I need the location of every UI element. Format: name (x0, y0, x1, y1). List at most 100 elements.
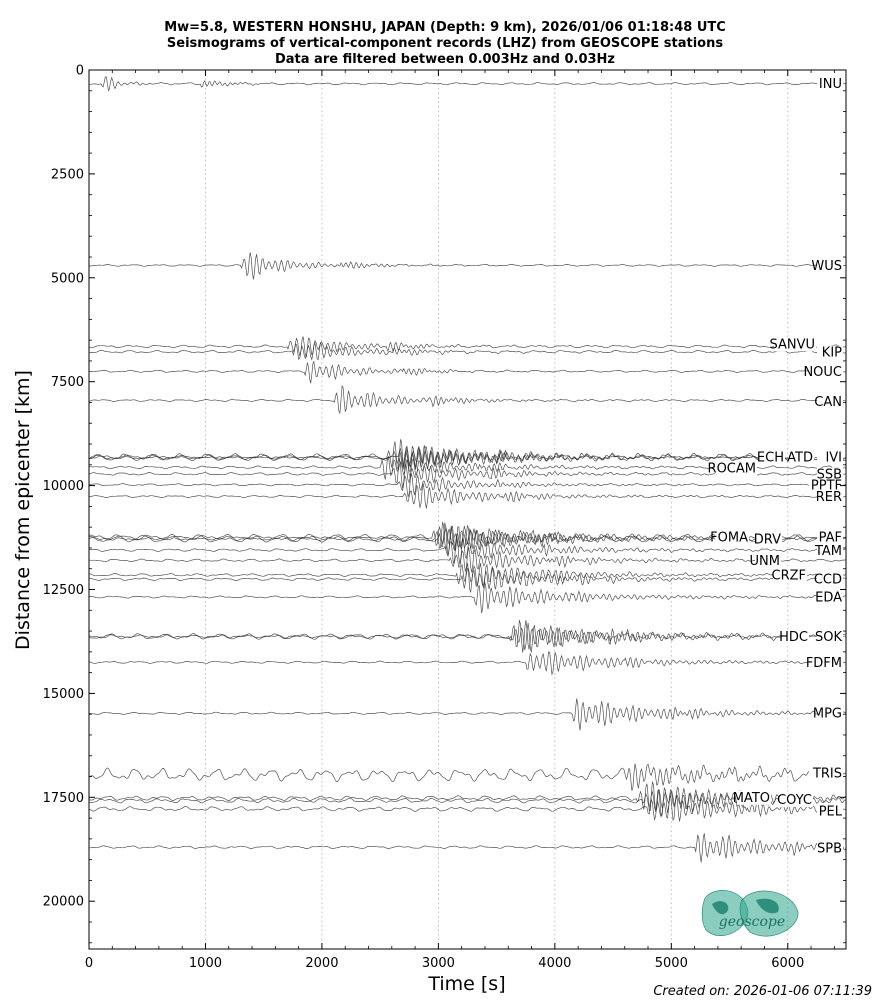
station-label-bg (715, 530, 749, 545)
station-label-bg (817, 804, 843, 819)
trace-unm (88, 546, 847, 573)
station-label-bg (817, 629, 843, 644)
station-label-eda: EDA (815, 590, 842, 605)
station-label-mpg: MPG (813, 706, 842, 721)
y-tick-labels: 0 2500 5000 7500 10000 12500 15000 17500 20000 (43, 64, 84, 910)
trace-sok (88, 623, 847, 653)
x-tick-label: 5000 (655, 956, 688, 971)
trace-crzf (88, 563, 847, 589)
station-label-paf: PAF (819, 531, 842, 546)
trace-mpg (88, 698, 847, 731)
station-label-bg (788, 450, 814, 465)
trace-coyc (88, 787, 847, 818)
trace-pptf (88, 473, 847, 498)
station-label-bg (809, 364, 843, 379)
station-label-bg (715, 461, 757, 476)
trace-kip (88, 342, 847, 361)
x-tick-labels: 0 1000 2000 3000 4000 5000 6000 (85, 956, 804, 971)
title-line-3: Data are filtered between 0.003Hz and 0.… (275, 52, 615, 67)
geoscope-logo-continents (712, 898, 779, 915)
station-label-bg (774, 337, 816, 352)
trace-rer (88, 483, 847, 509)
trace-tris (88, 763, 847, 791)
x-tick-label: 6000 (771, 956, 804, 971)
station-label-spb: SPB (817, 842, 842, 857)
trace-pel (88, 794, 847, 822)
y-axis-label: Distance from epicenter [km] (12, 370, 34, 650)
station-label-rocam: ROCAM (708, 462, 756, 477)
station-label-bg (773, 568, 807, 583)
x-tick-label: 2000 (305, 956, 338, 971)
y-tick-label: 12500 (43, 583, 84, 598)
trace-ccd (88, 562, 847, 593)
x-grid (205, 70, 789, 949)
station-label-atd: ATD (787, 450, 813, 465)
station-label-bg (755, 553, 781, 568)
station-label-bg (817, 530, 843, 545)
y-tick-label: 2500 (51, 167, 84, 182)
y-tick-label: 10000 (43, 479, 84, 494)
plot-frame (88, 69, 847, 950)
geoscope-logo: geoscope (701, 890, 799, 937)
station-label-ivi: IVI (825, 450, 842, 465)
station-label-crzf: CRZF (772, 568, 807, 583)
station-label-bg (817, 345, 843, 360)
station-label-bg (783, 629, 809, 644)
station-label-tam: TAM (814, 544, 842, 559)
trace-ivi (88, 445, 847, 469)
axis-ticks (88, 69, 846, 949)
trace-nouc (88, 360, 847, 384)
y-tick-label: 5000 (51, 271, 84, 286)
trace-sanvu (88, 336, 847, 358)
station-label-nouc: NOUC (803, 365, 842, 380)
station-label-bg (817, 489, 843, 504)
x-tick-label: 0 (85, 956, 93, 971)
station-label-ccd: CCD (814, 573, 842, 588)
geoscope-logo-text: geoscope (719, 914, 785, 930)
station-label-unm: UNM (750, 554, 780, 569)
station-label-mato: MATO (733, 791, 770, 806)
station-label-bg (817, 572, 843, 587)
station-label-bg (817, 77, 843, 92)
geoscope-logo-globe-right (739, 890, 799, 937)
x-axis-label: Time [s] (427, 973, 505, 995)
station-label-rer: RER (816, 490, 842, 505)
station-label-bg (809, 766, 843, 781)
chart-title: Mw=5.8, WESTERN HONSHU, JAPAN (Depth: 9 … (164, 20, 726, 67)
station-label-bg (759, 450, 785, 465)
station-label-bg (817, 590, 843, 605)
station-label-sanvu: SANVU (769, 337, 815, 352)
station-label-drv: DRV (754, 533, 781, 548)
station-label-bg (817, 395, 843, 410)
x-tick-label: 3000 (422, 956, 455, 971)
station-label-fdfm: FDFM (806, 656, 842, 671)
station-label-coyc: COYC (777, 793, 812, 808)
trace-inu (88, 76, 847, 92)
station-label-tris: TRIS (812, 767, 842, 782)
station-label-can: CAN (814, 395, 842, 410)
trace-wus (88, 252, 847, 280)
station-label-hdc: HDC (779, 630, 808, 645)
y-tick-label: 17500 (43, 791, 84, 806)
station-label-inu: INU (819, 77, 842, 92)
trace-fdfm (88, 651, 847, 676)
station-label-foma: FOMA (710, 531, 748, 546)
title-line-2: Seismograms of vertical-component record… (167, 36, 723, 51)
trace-tam (89, 535, 847, 565)
title-line-1: Mw=5.8, WESTERN HONSHU, JAPAN (Depth: 9 … (164, 20, 726, 35)
trace-eda (88, 581, 847, 614)
station-label-bg (817, 258, 843, 273)
y-tick-label: 15000 (43, 687, 84, 702)
station-label-bg (817, 450, 843, 465)
station-label-bg (817, 467, 843, 482)
created-timestamp: Created on: 2026-01-06 07:11:39 (653, 984, 872, 999)
trace-can (88, 384, 847, 415)
station-label-bg (817, 543, 843, 558)
x-tick-label: 1000 (189, 956, 222, 971)
station-label-pel: PEL (819, 805, 843, 820)
station-label-bg (779, 792, 813, 807)
trace-spb (89, 833, 847, 863)
station-label-sok: SOK (815, 630, 842, 645)
